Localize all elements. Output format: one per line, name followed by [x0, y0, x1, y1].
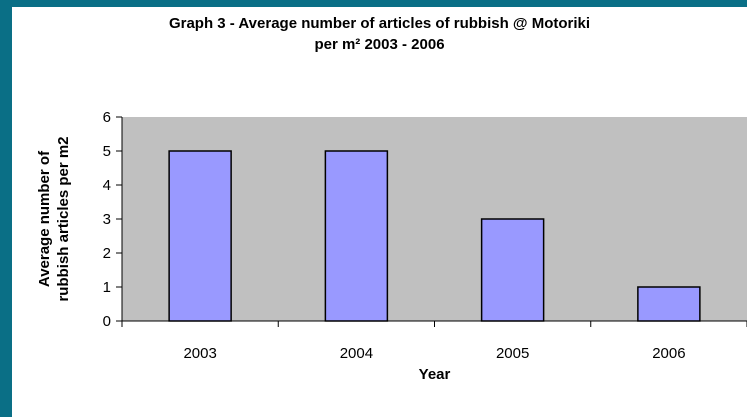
x-tick-label-2005: 2005	[496, 345, 529, 362]
bar-2006	[637, 286, 701, 322]
y-tick-label: 3	[103, 211, 111, 228]
x-tick-label-2004: 2004	[340, 345, 373, 362]
chart-title-line-1: Graph 3 - Average number of articles of …	[168, 15, 591, 32]
chart-title: Graph 3 - Average number of articles of …	[12, 13, 747, 55]
bar-chart: 0 1 2 3 4 5 6 2003 2004 2005 2006 Year Average nu…	[36, 109, 747, 383]
bar-2004	[324, 150, 389, 322]
y-tick-label: 5	[103, 143, 111, 160]
y-axis-title-line-1: Average number of	[36, 150, 53, 287]
y-tick-label: 6	[103, 109, 111, 126]
chart-frame: Graph 3 - Average number of articles of …	[12, 7, 747, 417]
y-tick-label: 1	[103, 279, 111, 296]
x-tick-label-2006: 2006	[652, 345, 685, 362]
y-tick-label: 2	[103, 245, 111, 262]
chart-title-line-2: per m² 2003 - 2006	[314, 36, 445, 53]
y-tick-label: 0	[103, 313, 111, 330]
bar-2005	[480, 218, 545, 322]
y-tick-label: 4	[103, 177, 111, 194]
x-axis-title: Year	[419, 366, 451, 383]
bar-2003	[168, 150, 232, 322]
y-axis-title-line-2: rubbish articles per m2	[55, 136, 72, 301]
x-tick-label-2003: 2003	[183, 345, 216, 362]
